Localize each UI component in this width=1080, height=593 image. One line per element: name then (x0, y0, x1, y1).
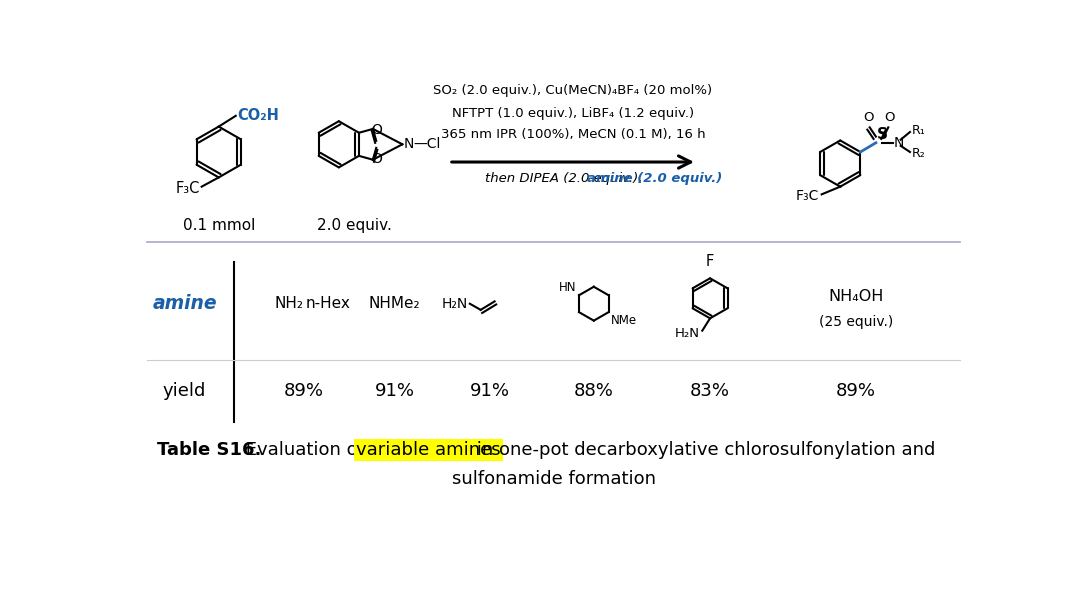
Text: 91%: 91% (375, 382, 415, 400)
Text: (25 equiv.): (25 equiv.) (819, 315, 893, 329)
Text: NHMe₂: NHMe₂ (368, 296, 420, 311)
Text: O: O (370, 152, 381, 165)
Text: variable amines: variable amines (356, 441, 500, 459)
Text: F: F (706, 254, 714, 269)
Text: 88%: 88% (573, 382, 613, 400)
Text: H₂N: H₂N (675, 327, 700, 340)
Text: Table S16.: Table S16. (157, 441, 261, 459)
Text: NH₂: NH₂ (275, 296, 303, 311)
Text: amine: amine (152, 294, 217, 313)
Text: sulfonamide formation: sulfonamide formation (451, 470, 656, 488)
Text: 2.0 equiv.: 2.0 equiv. (316, 218, 392, 232)
Text: 83%: 83% (690, 382, 730, 400)
Text: 89%: 89% (284, 382, 324, 400)
Text: SO₂ (2.0 equiv.), Cu(MeCN)₄BF₄ (20 mol%): SO₂ (2.0 equiv.), Cu(MeCN)₄BF₄ (20 mol%) (433, 84, 713, 97)
Text: O: O (370, 123, 381, 137)
Text: 0.1 mmol: 0.1 mmol (183, 218, 255, 232)
Text: O: O (885, 111, 895, 125)
Text: CO₂H: CO₂H (238, 107, 279, 123)
Text: R₁: R₁ (912, 124, 926, 137)
Text: 91%: 91% (470, 382, 510, 400)
Text: NMe: NMe (611, 314, 637, 327)
Text: amine (2.0 equiv.): amine (2.0 equiv.) (588, 173, 723, 186)
Text: S: S (877, 127, 888, 142)
Text: NFTPT (1.0 equiv.), LiBF₄ (1.2 equiv.): NFTPT (1.0 equiv.), LiBF₄ (1.2 equiv.) (451, 107, 694, 120)
Text: F₃C: F₃C (176, 181, 200, 196)
Text: R₂: R₂ (912, 147, 926, 160)
Text: HN: HN (559, 280, 577, 294)
Text: Evaluation of: Evaluation of (241, 441, 370, 459)
Text: in one-pot decarboxylative chlorosulfonylation and: in one-pot decarboxylative chlorosulfony… (471, 441, 935, 459)
Text: 365 nm IPR (100%), MeCN (0.1 M), 16 h: 365 nm IPR (100%), MeCN (0.1 M), 16 h (441, 128, 705, 141)
Text: n-Hex: n-Hex (306, 296, 350, 311)
Text: N: N (894, 136, 904, 150)
Text: 89%: 89% (836, 382, 876, 400)
Text: F₃C: F₃C (796, 189, 820, 203)
Text: NH₄OH: NH₄OH (828, 289, 883, 304)
Text: yield: yield (163, 382, 206, 400)
Text: O: O (863, 111, 874, 125)
Text: N: N (404, 138, 415, 151)
Text: —Cl: —Cl (414, 138, 441, 151)
Text: H₂N: H₂N (442, 296, 469, 311)
Text: then DIPEA (2.0 equiv.),: then DIPEA (2.0 equiv.), (485, 173, 646, 186)
